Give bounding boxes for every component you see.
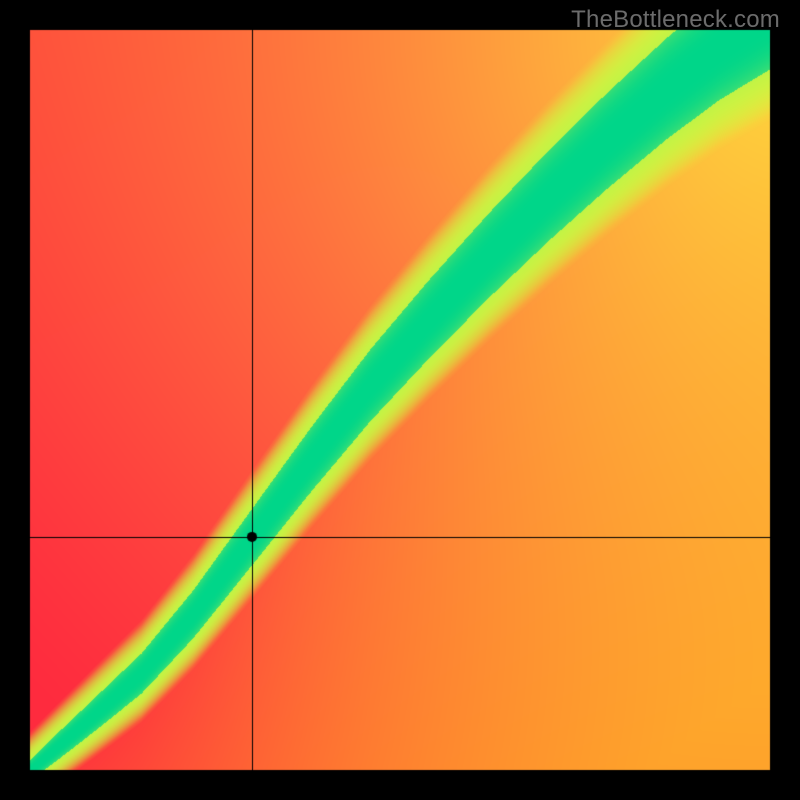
chart-wrapper: TheBottleneck.com <box>0 0 800 800</box>
heatmap-canvas <box>0 0 800 800</box>
watermark-text: TheBottleneck.com <box>571 6 780 34</box>
